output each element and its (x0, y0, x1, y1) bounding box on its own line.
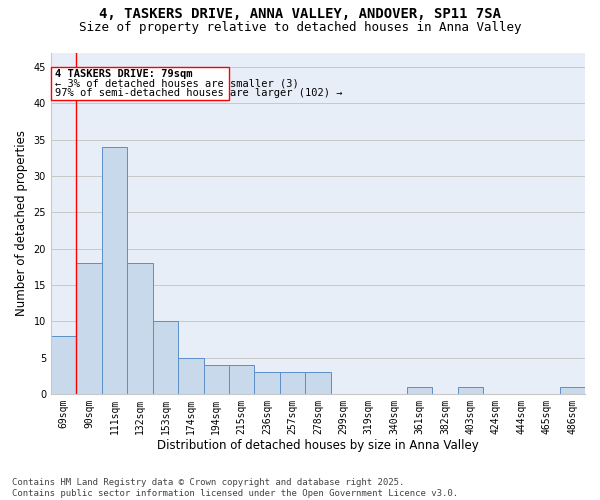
Bar (229, 365, 254, 394)
Text: Contains HM Land Registry data © Crown copyright and database right 2025.
Contai: Contains HM Land Registry data © Crown c… (12, 478, 458, 498)
Bar (102, 147, 127, 394)
Bar (280, 372, 305, 394)
Bar (254, 372, 280, 394)
Text: ← 3% of detached houses are smaller (3): ← 3% of detached houses are smaller (3) (55, 78, 298, 88)
Text: 4 TASKERS DRIVE: 79sqm: 4 TASKERS DRIVE: 79sqm (55, 69, 192, 79)
Bar (305, 372, 331, 394)
Bar (560, 386, 585, 394)
Text: 97% of semi-detached houses are larger (102) →: 97% of semi-detached houses are larger (… (55, 88, 342, 98)
Bar (178, 358, 203, 394)
Bar (407, 386, 433, 394)
Text: Size of property relative to detached houses in Anna Valley: Size of property relative to detached ho… (79, 21, 521, 34)
Bar (76, 263, 102, 394)
Bar (51, 67, 229, 100)
Bar (458, 386, 483, 394)
Y-axis label: Number of detached properties: Number of detached properties (15, 130, 28, 316)
Bar (203, 365, 229, 394)
X-axis label: Distribution of detached houses by size in Anna Valley: Distribution of detached houses by size … (157, 440, 479, 452)
Bar (152, 321, 178, 394)
Text: 4, TASKERS DRIVE, ANNA VALLEY, ANDOVER, SP11 7SA: 4, TASKERS DRIVE, ANNA VALLEY, ANDOVER, … (99, 8, 501, 22)
Bar (127, 263, 152, 394)
Bar (51, 336, 76, 394)
